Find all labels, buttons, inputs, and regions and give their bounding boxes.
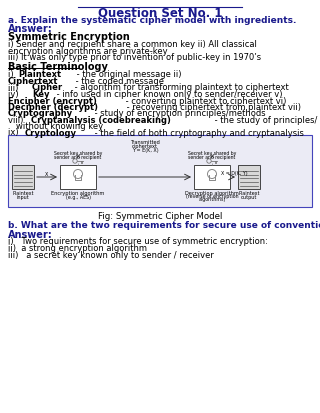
Text: i): i)	[8, 70, 16, 79]
Text: (e.g., AES): (e.g., AES)	[66, 194, 91, 199]
Text: Encipher (encrypt): Encipher (encrypt)	[8, 96, 97, 105]
Text: - algorithm for transforming plaintext to ciphertext: - algorithm for transforming plaintext t…	[72, 83, 288, 92]
FancyBboxPatch shape	[60, 166, 96, 190]
Text: Answer:: Answer:	[8, 24, 53, 34]
Text: - recovering ciphertext from plaintext vii): - recovering ciphertext from plaintext v…	[124, 103, 301, 112]
Text: i)   Two requirements for secure use of symmetric encryption:: i) Two requirements for secure use of sy…	[8, 237, 268, 246]
Text: X = D(K, Y): X = D(K, Y)	[221, 171, 247, 176]
Text: Cryptanalysis (codebreaking): Cryptanalysis (codebreaking)	[31, 116, 171, 125]
Text: Fig: Symmetric Cipher Model: Fig: Symmetric Cipher Model	[98, 211, 222, 221]
Text: a. Explain the systematic cipher model with ingredients.: a. Explain the systematic cipher model w…	[8, 16, 296, 25]
FancyBboxPatch shape	[194, 166, 230, 190]
Text: iv): iv)	[8, 90, 27, 99]
Text: Question Set No. 1: Question Set No. 1	[98, 6, 222, 19]
Text: Encryption algorithm: Encryption algorithm	[52, 190, 105, 195]
Text: - info used in cipher known only to sender/receiver v): - info used in cipher known only to send…	[54, 90, 283, 99]
Text: i) Sender and recipient share a common key ii) All classical: i) Sender and recipient share a common k…	[8, 40, 257, 49]
Text: Key: Key	[32, 90, 49, 99]
Text: input: input	[17, 194, 29, 199]
Text: ciphertext: ciphertext	[132, 144, 158, 149]
Text: sender and recipient: sender and recipient	[54, 154, 102, 159]
Text: algorithms): algorithms)	[198, 197, 226, 202]
Text: without knowing key: without knowing key	[16, 122, 103, 131]
Text: - converting plaintext to ciphertext vi): - converting plaintext to ciphertext vi)	[123, 96, 286, 105]
Text: (reverse of encryption: (reverse of encryption	[186, 194, 238, 199]
Text: output: output	[241, 194, 257, 199]
Text: b. What are the two requirements for secure use of conventional encryption?: b. What are the two requirements for sec…	[8, 221, 320, 230]
Text: Symmetric Encryption: Symmetric Encryption	[8, 33, 130, 43]
Text: iii) It was only type prior to invention of public-key in 1970’s: iii) It was only type prior to invention…	[8, 53, 261, 62]
Text: Answer:: Answer:	[8, 230, 53, 240]
Text: Y = E(K, X): Y = E(K, X)	[132, 147, 158, 153]
Text: Secret key shared by: Secret key shared by	[54, 151, 102, 156]
Text: sender and recipient: sender and recipient	[188, 154, 236, 159]
Text: Decryption algorithm: Decryption algorithm	[185, 190, 239, 195]
Text: encryption algorithms are private-key: encryption algorithms are private-key	[8, 46, 168, 55]
Text: viii): viii)	[8, 116, 26, 125]
Text: - the field of both cryptography and cryptanalysis: - the field of both cryptography and cry…	[92, 128, 304, 137]
Text: - the coded message: - the coded message	[73, 76, 164, 85]
Text: ii)  a strong encryption algorithm: ii) a strong encryption algorithm	[8, 243, 147, 252]
Text: iii): iii)	[8, 83, 26, 92]
Text: Cipher: Cipher	[32, 83, 63, 92]
Text: iii)   a secret key known only to sender / receiver: iii) a secret key known only to sender /…	[8, 250, 214, 259]
Text: - the study of principles/ methods of deciphering ciphertext: - the study of principles/ methods of de…	[212, 116, 320, 125]
Text: Cryptography: Cryptography	[8, 109, 73, 118]
Text: Plaintext: Plaintext	[19, 70, 62, 79]
Text: Basic Terminology: Basic Terminology	[8, 62, 108, 71]
Text: - study of encryption principles/methods: - study of encryption principles/methods	[92, 109, 266, 118]
FancyBboxPatch shape	[12, 166, 34, 190]
Text: X: X	[45, 171, 49, 176]
Text: Ciphertext: Ciphertext	[8, 76, 59, 85]
Text: Plaintext: Plaintext	[12, 190, 34, 195]
Text: Cryptology: Cryptology	[25, 128, 77, 137]
Text: Transmitted: Transmitted	[130, 140, 160, 145]
Text: Secret key shared by: Secret key shared by	[188, 151, 236, 156]
FancyBboxPatch shape	[8, 136, 312, 207]
Text: Decipher (decrypt): Decipher (decrypt)	[8, 103, 98, 112]
Text: ix): ix)	[8, 128, 21, 137]
Text: - the original message ii): - the original message ii)	[74, 70, 182, 79]
Text: K: K	[211, 154, 214, 159]
FancyBboxPatch shape	[238, 166, 260, 190]
Text: K: K	[77, 154, 80, 159]
Text: Plaintext: Plaintext	[238, 190, 260, 195]
